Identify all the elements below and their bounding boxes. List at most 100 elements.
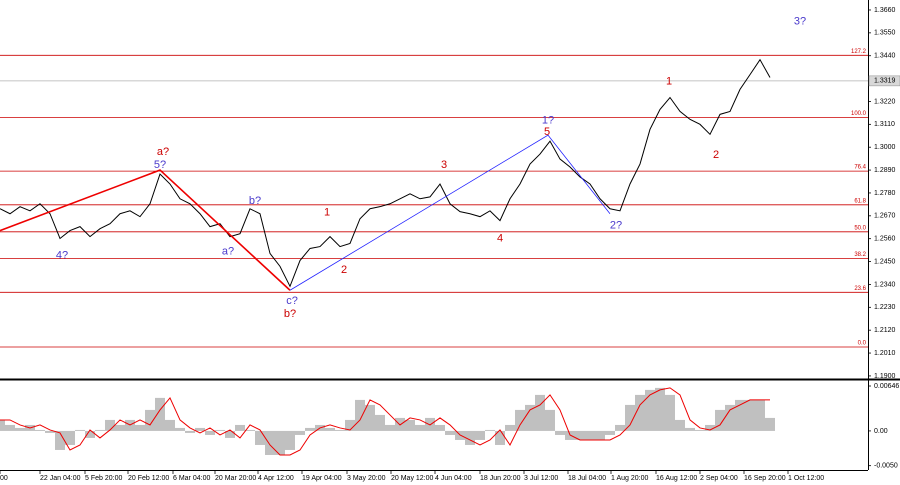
oscillator-bar [725, 404, 735, 431]
oscillator-bar [435, 424, 445, 431]
oscillator-bar [225, 430, 235, 438]
oscillator-bar [275, 430, 285, 455]
oscillator-bar [135, 424, 145, 431]
oscillator-bar [635, 394, 645, 431]
x-tick-label: 2 Sep 04:00 [700, 475, 738, 482]
x-tick-label: 6 Mar 04:00 [173, 475, 210, 482]
y-tick-label: 1.3440 [874, 53, 896, 60]
wave-label: 4? [56, 249, 68, 261]
y-tick-label: 1.2120 [874, 327, 896, 334]
x-tick-label: 22 Jan 04:00 [40, 475, 81, 482]
fib-level-label: 23.6 [854, 286, 866, 292]
oscillator-bar [165, 419, 175, 431]
wave-label: 3? [794, 16, 806, 28]
oscillator-bar [155, 397, 165, 431]
oscillator-bar [705, 424, 715, 431]
oscillator-bar [615, 424, 625, 431]
y-tick-label: 1.2560 [874, 236, 896, 243]
oscillator-bar [525, 404, 535, 431]
fib-level-label: 100.0 [851, 111, 867, 117]
oscillator-bar [5, 424, 15, 431]
y-tick-label: 0.00 [874, 428, 888, 435]
y-tick-label: 1.2780 [874, 190, 896, 197]
current-price-box [868, 75, 900, 87]
wave-label: 2 [713, 149, 719, 161]
oscillator-bar [0, 419, 5, 431]
y-tick-label: 1.3220 [874, 98, 896, 105]
y-tick-label: 1.3000 [874, 144, 896, 151]
y-tick-label: 1.2340 [874, 281, 896, 288]
oscillator-bar [755, 399, 765, 431]
oscillator-bar [45, 430, 55, 433]
x-tick-label: 18 Jul 04:00 [568, 475, 606, 482]
y-tick-label: 1.3550 [874, 30, 896, 37]
wave-label: a? [222, 245, 234, 257]
x-tick-label: 16 Aug 12:00 [656, 475, 697, 482]
wave-label: b? [249, 195, 261, 207]
oscillator-bar [555, 430, 565, 435]
oscillator-bar [585, 430, 595, 440]
oscillator-bar [765, 417, 775, 431]
fib-level-label: 50.0 [854, 225, 866, 231]
wave-label: b? [284, 308, 296, 320]
fib-level-label: 38.2 [854, 252, 866, 258]
oscillator-bar [245, 429, 255, 431]
x-tick-label: 18 Jun 20:00 [480, 475, 521, 482]
oscillator-bar [475, 430, 485, 440]
oscillator-bar [485, 429, 495, 431]
x-tick-label: 19 Apr 04:00 [302, 475, 342, 482]
x-tick-label: 1 Oct 12:00 [788, 475, 824, 482]
oscillator-bar [465, 430, 475, 445]
oscillator-bar [605, 430, 615, 435]
y-tick-label: 1.2890 [874, 167, 896, 174]
y-tick-label: 1.2450 [874, 258, 896, 265]
oscillator-bar [35, 429, 45, 431]
oscillator-bar [505, 424, 515, 431]
oscillator-bar [255, 430, 265, 445]
x-tick-label: 4 Apr 12:00 [258, 475, 294, 482]
oscillator-bar [85, 430, 95, 438]
oscillator-bar [185, 430, 195, 433]
oscillator-bar [105, 419, 115, 431]
oscillator-bar [625, 404, 635, 431]
oscillator-bar [495, 430, 505, 445]
oscillator-bar [545, 409, 555, 431]
oscillator-bar [405, 419, 415, 431]
oscillator-bar [365, 404, 375, 431]
oscillator-bar [665, 394, 675, 431]
oscillator-bar [285, 430, 295, 450]
fib-level-label: 127.2 [851, 49, 867, 55]
oscillator-bar [445, 430, 455, 435]
oscillator-bar [175, 427, 185, 431]
x-tick-label: 20 May 12:00 [391, 475, 434, 482]
oscillator-bar [305, 427, 315, 431]
wave-label: a? [157, 146, 169, 158]
fib-level-label: 61.8 [854, 198, 866, 204]
oscillator-bar [415, 424, 425, 431]
oscillator-bar [265, 430, 275, 455]
x-tick-label: 20 Feb 12:00 [128, 475, 169, 482]
oscillator-bar [65, 430, 75, 445]
oscillator-bar [55, 430, 65, 450]
oscillator-bar [15, 427, 25, 431]
x-tick-label: 20 Mar 20:00 [215, 475, 256, 482]
oscillator-bar [695, 429, 705, 431]
fib-level-label: 0.0 [858, 341, 867, 347]
oscillator-bar [595, 430, 605, 440]
wave-line [0, 169, 291, 291]
oscillator-bar [745, 399, 755, 431]
wave-label: c? [286, 295, 298, 307]
oscillator-bar [685, 427, 695, 431]
oscillator-bar [715, 409, 725, 431]
oscillator-bar [385, 424, 395, 431]
oscillator-bar [205, 430, 215, 435]
y-tick-label: 1.3110 [874, 121, 895, 128]
oscillator-bar [235, 424, 245, 431]
y-tick-label: 1.1900 [874, 373, 896, 380]
wave-label: 1 [324, 207, 330, 219]
oscillator-bar [535, 394, 545, 431]
oscillator-bar [115, 424, 125, 431]
oscillator-bar [735, 399, 745, 431]
wave-label: 4 [497, 232, 503, 244]
x-tick-label: 5 Feb 20:00 [85, 475, 122, 482]
